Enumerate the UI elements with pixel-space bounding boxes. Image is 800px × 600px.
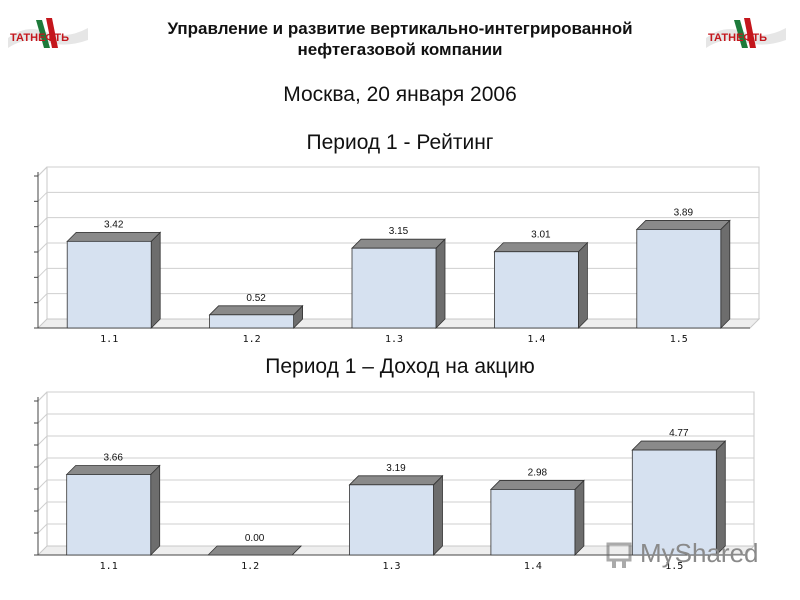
bar [207,545,303,556]
bar-top [635,220,731,230]
x-tick-label: 1.3 [385,334,403,345]
gridline [37,191,759,202]
bar-top [208,305,304,316]
bar-front [351,247,437,329]
bar-top [631,440,727,451]
bar-value-label: 3.01 [531,230,551,241]
bar-top [489,480,585,490]
bar [489,479,585,556]
bar-top [493,242,589,253]
logo-text: ТАТНЕФТЬ [10,32,69,44]
bar-side [150,464,161,556]
bar [66,231,162,329]
bar [493,241,589,329]
bar [65,464,161,556]
bar [208,304,304,329]
bar-side [578,241,588,329]
bar-side [433,474,443,556]
chart2-title: Период 1 – Доход на акцию [265,355,535,378]
bar-value-label: 3.19 [386,463,406,474]
tatneft-logo-right: ТАТНЕФТЬ [704,14,788,54]
watermark-text: MyShared [640,538,759,568]
gridline [37,413,754,424]
x-tick-label: 1.4 [524,561,542,570]
chart1-title: Период 1 - Рейтинг [306,131,494,154]
bar-front [349,484,434,556]
bar-top [207,545,303,556]
tatneft-logo-left: ТАТНЕФТЬ [6,14,90,54]
x-tick-label: 1.2 [241,561,259,570]
bar-front [636,229,722,329]
bar-front [209,314,295,329]
title-line-1: Управление и развитие вертикально-интегр… [167,19,633,38]
x-tick-label: 1.1 [100,561,118,570]
x-tick-label: 1.4 [527,334,545,345]
page-title: Управление и развитие вертикально-интегр… [100,18,700,60]
bar-value-label: 4.77 [669,428,689,439]
bar-top [65,465,161,475]
bar-value-label: 2.98 [528,467,548,478]
bar-front [490,489,576,556]
bar-front [66,240,152,329]
watermark-icon [606,542,632,568]
x-tick-label: 1.5 [665,561,683,570]
gridline [37,166,759,177]
bar-side [720,219,731,329]
bar-value-label: 3.66 [103,452,123,463]
gridline [37,391,754,402]
bar-side [435,238,446,329]
bar-value-label: 3.89 [674,207,694,218]
bar-top [348,475,444,486]
x-tick-label: 1.1 [100,334,118,345]
bar-front [66,474,152,556]
bar-front [493,251,579,329]
bar-value-label: 3.15 [389,226,409,237]
rating-chart: 3.42 1.1 0.52 1.2 3.15 1.3 3.01 1.4 3.89 1.5 [34,166,761,345]
x-tick-label: 1.3 [382,561,400,570]
bar [635,219,731,329]
bar-value-label: 0.52 [246,293,266,304]
gridline [37,479,754,490]
title-line-2: нефтегазовой компании [297,40,503,59]
gridline [37,457,754,468]
bar [351,238,446,329]
logo-text: ТАТНЕФТЬ [708,32,767,44]
bar-value-label: 3.42 [104,219,124,230]
bar-value-label: 0.00 [245,533,265,544]
date-line: Москва, 20 января 2006 [283,83,517,106]
gridline [37,435,754,446]
bar [348,474,444,556]
x-tick-label: 1.2 [243,334,261,345]
bar-front [631,449,717,556]
gridline [37,217,759,228]
eps-chart: 3.66 1.1 0.00 1.2 3.19 1.3 2.98 1.4 4.77 1.5 [34,391,756,570]
bar [631,440,727,556]
bar-top [351,238,446,249]
x-tick-label: 1.5 [670,334,688,345]
bar-side [150,231,161,329]
bar-top [66,231,162,242]
bar-side [574,479,585,556]
